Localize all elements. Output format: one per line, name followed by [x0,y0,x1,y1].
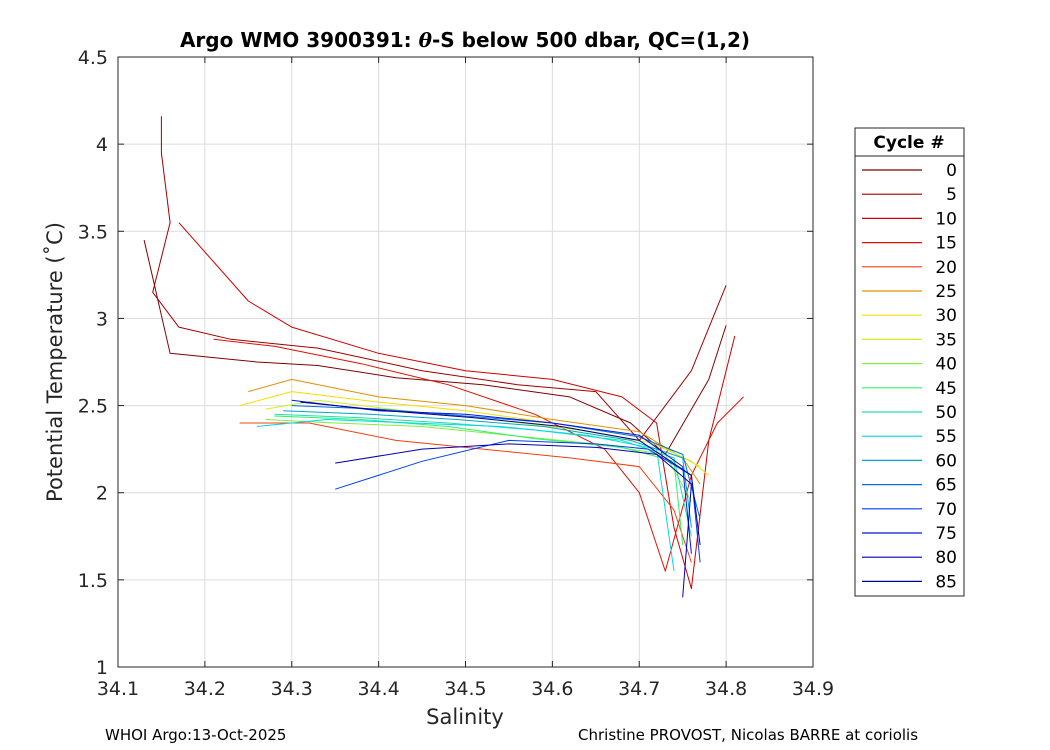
series-line-cycle-60 [283,410,692,528]
legend-label: 10 [935,209,957,229]
series-line-cycle-85 [300,401,701,546]
x-tick-label: 34.9 [792,678,834,700]
legend-label: 40 [935,355,957,375]
x-tick-label: 34.1 [97,678,139,700]
y-tick-label: 1 [96,657,108,679]
footer-date: WHOI Argo:13-Oct-2025 [105,726,287,744]
x-axis-ticks: 34.1 34.2 34.3 34.4 34.5 34.6 34.7 34.8 34.9 [97,57,834,700]
legend-label: 80 [935,548,957,568]
legend-label: 25 [935,282,957,302]
legend-label: 0 [946,161,957,181]
legend-label: 35 [935,330,957,350]
x-axis-label: Salinity [426,705,504,729]
legend-label: 20 [935,258,957,278]
legend-label: 30 [935,306,957,326]
legend-label: 15 [935,234,957,254]
y-tick-label: 1.5 [78,570,108,592]
y-tick-label: 3 [96,308,108,330]
legend: Cycle # 0 5 10 15 20 25 30 35 40 45 50 55 60 65 70 75 80… [854,127,965,597]
legend-entries: 0 5 10 15 20 25 30 35 40 45 50 55 60 65 70 75 80 85 [862,161,957,592]
y-tick-label: 4.5 [78,47,108,69]
x-tick-label: 34.3 [271,678,313,700]
series-line-cycle-15 [213,338,744,572]
y-tick-label: 3.5 [78,221,108,243]
footer-credits: Christine PROVOST, Nicolas BARRE at cori… [578,726,919,744]
y-tick-label: 2.5 [78,396,108,418]
legend-label: 70 [935,500,957,520]
legend-title: Cycle # [873,133,944,153]
chart-title: Argo WMO 3900391: θ-S below 500 dbar, QC… [180,28,750,52]
legend-label: 55 [935,427,957,447]
legend-label: 60 [935,451,957,471]
series-line-cycle-80 [335,443,692,598]
x-tick-label: 34.2 [184,678,226,700]
x-tick-label: 34.8 [705,678,747,700]
y-axis-ticks: 1 1.5 2 2.5 3 3.5 4 4.5 [78,47,813,679]
x-tick-label: 34.4 [357,678,399,700]
y-tick-label: 4 [96,134,108,156]
legend-label: 50 [935,403,957,423]
series-line-cycle-75 [291,399,692,554]
series-line-cycle-10 [178,222,736,590]
legend-box [854,127,965,597]
x-tick-label: 34.6 [531,678,573,700]
series-line-cycle-45 [274,415,684,546]
x-tick-label: 34.7 [618,678,660,700]
legend-label: 5 [946,185,957,205]
y-tick-label: 2 [96,483,108,505]
data-series [143,116,744,598]
legend-label: 45 [935,379,957,399]
legend-label: 75 [935,524,957,544]
legend-label: 85 [935,572,957,592]
y-axis-label: Potential Temperature (˚C) [43,222,67,502]
legend-label: 65 [935,476,957,496]
series-line-cycle-0 [143,239,727,455]
x-tick-label: 34.5 [444,678,486,700]
series-line-cycle-20 [239,422,692,563]
